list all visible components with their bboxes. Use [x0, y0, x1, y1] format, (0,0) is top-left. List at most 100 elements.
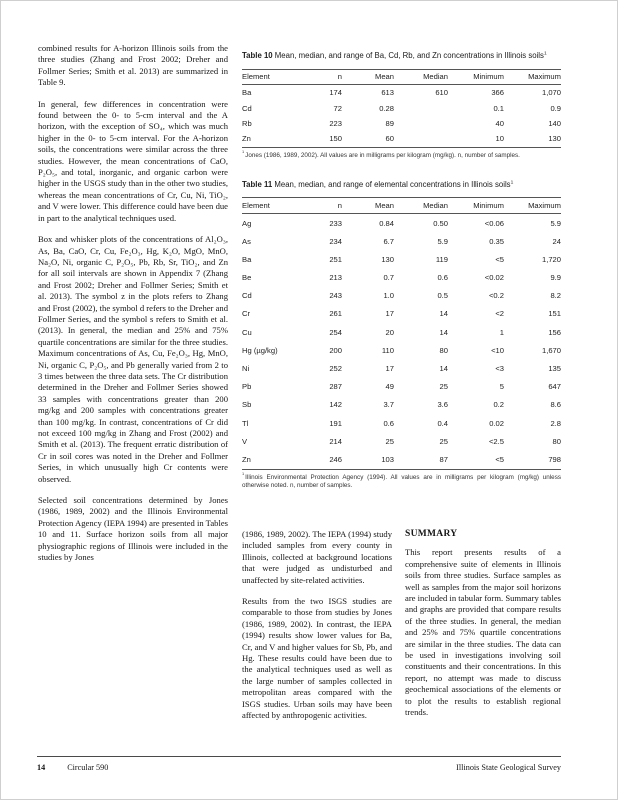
header-minimum: Minimum — [448, 197, 504, 214]
element-cell: V — [242, 436, 248, 446]
table-10-footnote-mark: 1 — [543, 51, 547, 57]
table-row: Be 213 0.7 0.6 <0.02 9.9 — [242, 268, 561, 286]
mean-cell: 0.7 — [383, 273, 394, 283]
element-cell: Cr — [242, 309, 251, 319]
table-row: Pb 287 49 25 5 647 — [242, 378, 561, 396]
mean-cell: 49 — [385, 382, 394, 392]
table-row: Ni 252 17 14 <3 135 — [242, 359, 561, 377]
maximum-cell: 5.9 — [550, 218, 561, 228]
median-cell: 14 — [439, 327, 448, 337]
median-cell: 3.6 — [437, 400, 448, 410]
header-maximum: Maximum — [504, 68, 561, 85]
mean-cell: 0.6 — [383, 418, 394, 428]
minimum-cell: 0.1 — [493, 103, 504, 113]
element-cell: Ba — [242, 254, 252, 264]
n-cell: 174 — [329, 88, 342, 98]
publication-title: Circular 590 — [67, 763, 109, 772]
median-cell: 0.4 — [437, 418, 448, 428]
table-row: Cr 261 17 14 <2 151 — [242, 305, 561, 323]
table-11-footnote-mark: 1 — [510, 180, 514, 186]
body-paragraph: In general, few differences in concentra… — [38, 98, 228, 223]
left-text-column: combined results for A-horizon Illinois … — [38, 43, 228, 743]
table-row: Zn 150 60 10 130 — [242, 131, 561, 148]
mean-cell: 6.7 — [383, 236, 394, 246]
n-cell: 233 — [329, 218, 342, 228]
maximum-cell: 156 — [548, 327, 561, 337]
table-10-label: Table 10 — [242, 51, 273, 60]
mean-cell: 0.84 — [379, 218, 394, 228]
n-cell: 191 — [329, 418, 342, 428]
element-cell: Cd — [242, 103, 252, 113]
minimum-cell: 1 — [499, 327, 504, 337]
mean-cell: 103 — [342, 450, 394, 470]
table-10-footnote: 1Jones (1986, 1989, 2002). All values ar… — [242, 150, 561, 160]
maximum-cell: 2.8 — [550, 418, 561, 428]
element-cell: Tl — [242, 418, 249, 428]
element-cell: Zn — [242, 131, 304, 148]
median-cell: 80 — [439, 345, 448, 355]
footnote-text: Illinois Environmental Protection Agency… — [242, 473, 561, 489]
body-paragraph: (1986, 1989, 2002). The IEPA (1994) stud… — [242, 529, 392, 585]
median-cell: 14 — [439, 364, 448, 373]
page-number: 14 — [37, 763, 46, 772]
table-10: Element n Mean Median Minimum Maximum Ba… — [242, 68, 561, 148]
minimum-cell: 0.02 — [489, 418, 504, 428]
middle-text-column: (1986, 1989, 2002). The IEPA (1994) stud… — [242, 529, 392, 741]
n-cell: 254 — [329, 327, 342, 337]
median-cell: 0.6 — [437, 273, 448, 283]
minimum-cell: 0.2 — [493, 400, 504, 410]
minimum-cell: <0.2 — [489, 291, 504, 301]
header-maximum: Maximum — [504, 197, 561, 214]
header-median: Median — [394, 68, 448, 85]
mean-cell: 17 — [385, 364, 394, 373]
median-cell: 14 — [439, 309, 448, 319]
median-cell: 87 — [394, 450, 448, 470]
median-cell: 0.5 — [437, 291, 448, 301]
table-row: Cu 254 20 14 1 156 — [242, 323, 561, 341]
n-cell: 251 — [329, 254, 342, 264]
element-cell: Rb — [242, 118, 252, 128]
n-cell: 213 — [329, 273, 342, 283]
n-cell: 252 — [329, 364, 342, 373]
minimum-cell: <10 — [491, 345, 504, 355]
maximum-cell: 1,670 — [541, 345, 561, 355]
maximum-cell: 1,070 — [541, 88, 561, 98]
footer-rule — [37, 756, 561, 757]
mean-cell: 60 — [342, 131, 394, 148]
maximum-cell: 1,720 — [541, 254, 561, 264]
minimum-cell: <0.02 — [484, 273, 504, 283]
header-minimum: Minimum — [448, 68, 504, 85]
body-paragraph: combined results for A-horizon Illinois … — [38, 43, 228, 88]
mean-cell: 0.28 — [379, 103, 394, 113]
header-element: Element — [242, 68, 304, 85]
table-10-title: Mean, median, and range of Ba, Cd, Rb, a… — [274, 51, 544, 60]
element-cell: As — [242, 236, 251, 246]
header-n: n — [304, 68, 342, 85]
median-cell — [394, 116, 448, 131]
maximum-cell: 80 — [552, 436, 561, 446]
table-10-block: Table 10 Mean, median, and range of Ba, … — [242, 51, 561, 160]
body-paragraph: Selected soil concentrations determined … — [38, 495, 228, 563]
element-cell: Pb — [242, 382, 252, 392]
n-cell: 142 — [329, 400, 342, 410]
maximum-cell: 0.9 — [550, 103, 561, 113]
table-row: Tl 191 0.6 0.4 0.02 2.8 — [242, 414, 561, 432]
maximum-cell: 8.6 — [550, 400, 561, 410]
maximum-cell: 9.9 — [550, 273, 561, 283]
minimum-cell: <5 — [495, 254, 504, 264]
n-cell: 246 — [304, 450, 342, 470]
element-cell: Zn — [242, 450, 304, 470]
n-cell: 243 — [329, 291, 342, 301]
mean-cell: 20 — [385, 327, 394, 337]
mean-cell: 130 — [381, 254, 394, 264]
median-cell: 5.9 — [437, 236, 448, 246]
minimum-cell: <3 — [495, 364, 504, 373]
table-row: Ag 233 0.84 0.50 <0.06 5.9 — [242, 213, 561, 232]
n-cell: 214 — [329, 436, 342, 446]
header-mean: Mean — [342, 68, 394, 85]
header-n: n — [304, 197, 342, 214]
table-10-header-row: Element n Mean Median Minimum Maximum — [242, 68, 561, 85]
maximum-cell: 798 — [504, 450, 561, 470]
median-cell: 610 — [435, 88, 448, 98]
table-row: Zn 246 103 87 <5 798 — [242, 450, 561, 470]
